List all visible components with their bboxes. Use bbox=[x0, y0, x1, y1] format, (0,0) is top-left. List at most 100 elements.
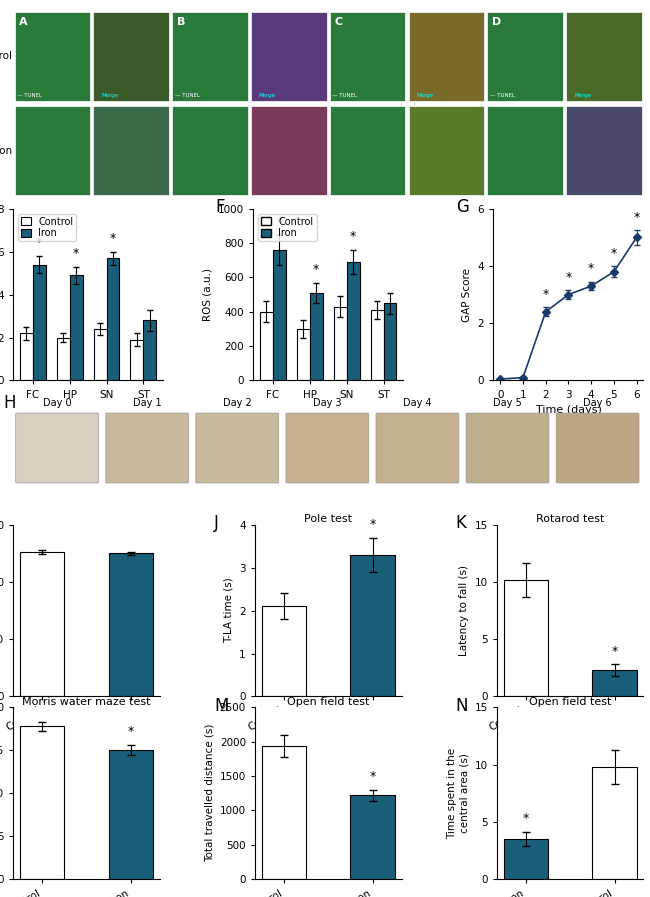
Text: *: * bbox=[313, 263, 319, 275]
Y-axis label: Total travelled distance (s): Total travelled distance (s) bbox=[204, 724, 214, 862]
Text: Merge: Merge bbox=[101, 92, 118, 98]
Bar bbox=[334, 307, 346, 380]
Text: — TUNEL: — TUNEL bbox=[332, 92, 358, 98]
Bar bbox=[592, 767, 637, 879]
Y-axis label: Latency to fall (s): Latency to fall (s) bbox=[459, 565, 469, 656]
Text: Day 3: Day 3 bbox=[313, 398, 342, 408]
Bar bbox=[172, 12, 248, 100]
Text: Day 5: Day 5 bbox=[493, 398, 522, 408]
Text: D: D bbox=[492, 16, 501, 27]
Bar bbox=[592, 670, 637, 696]
Text: A: A bbox=[20, 16, 28, 27]
Bar bbox=[330, 12, 406, 100]
Bar bbox=[488, 12, 563, 100]
Y-axis label: GAP Score: GAP Score bbox=[462, 267, 472, 322]
Text: Merge: Merge bbox=[574, 92, 591, 98]
Bar bbox=[370, 310, 383, 380]
Text: Day 2: Day 2 bbox=[223, 398, 252, 408]
Text: Day 0: Day 0 bbox=[43, 398, 72, 408]
Text: *: * bbox=[110, 231, 116, 245]
Title: Morris water maze test: Morris water maze test bbox=[22, 697, 151, 707]
Text: — TUNEL: — TUNEL bbox=[175, 92, 200, 98]
Y-axis label: T-LA time (s): T-LA time (s) bbox=[224, 578, 234, 643]
Bar bbox=[144, 320, 156, 380]
Bar bbox=[261, 606, 306, 696]
Text: *: * bbox=[276, 214, 283, 228]
Legend: Control, Iron: Control, Iron bbox=[258, 213, 317, 241]
Title: Open field test: Open field test bbox=[287, 697, 369, 707]
Bar bbox=[273, 250, 286, 380]
Bar bbox=[94, 106, 169, 195]
Bar bbox=[310, 293, 322, 380]
Bar bbox=[330, 106, 406, 195]
Y-axis label: ROS (a.u.): ROS (a.u.) bbox=[203, 268, 213, 321]
Bar bbox=[251, 12, 327, 100]
Text: C: C bbox=[335, 16, 343, 27]
Bar bbox=[32, 265, 46, 380]
Text: *: * bbox=[370, 518, 376, 531]
Text: G: G bbox=[456, 198, 469, 216]
Text: — TUNEL: — TUNEL bbox=[17, 92, 42, 98]
Bar bbox=[57, 337, 70, 380]
Text: *: * bbox=[127, 726, 134, 738]
Bar bbox=[20, 334, 32, 380]
Text: *: * bbox=[543, 288, 549, 301]
Text: *: * bbox=[611, 247, 617, 260]
Title: Open field test: Open field test bbox=[529, 697, 612, 707]
Text: *: * bbox=[612, 645, 618, 658]
Bar bbox=[109, 553, 153, 696]
Text: Merge: Merge bbox=[417, 92, 434, 98]
Bar bbox=[20, 727, 64, 879]
Bar bbox=[566, 106, 642, 195]
Bar bbox=[107, 258, 120, 380]
Bar bbox=[94, 12, 169, 100]
Bar bbox=[172, 106, 248, 195]
FancyBboxPatch shape bbox=[466, 414, 549, 483]
Text: Iron: Iron bbox=[0, 145, 12, 156]
Text: J: J bbox=[214, 514, 219, 533]
Bar bbox=[409, 106, 484, 195]
Text: N: N bbox=[456, 697, 468, 715]
Bar bbox=[488, 106, 563, 195]
Text: *: * bbox=[350, 231, 356, 243]
Bar bbox=[297, 329, 310, 380]
Title: Pole test: Pole test bbox=[304, 514, 352, 524]
Bar bbox=[261, 746, 306, 879]
Title: Rotarod test: Rotarod test bbox=[536, 514, 604, 524]
Bar bbox=[131, 340, 144, 380]
Text: Control: Control bbox=[0, 51, 12, 61]
Bar bbox=[346, 262, 359, 380]
Text: H: H bbox=[3, 394, 16, 413]
Bar bbox=[20, 553, 64, 696]
FancyBboxPatch shape bbox=[556, 414, 639, 483]
Bar bbox=[350, 554, 395, 696]
Legend: Control, Iron: Control, Iron bbox=[18, 213, 76, 241]
Bar bbox=[14, 12, 90, 100]
X-axis label: Time (days): Time (days) bbox=[536, 405, 601, 415]
Y-axis label: Time spent in the
central area (s): Time spent in the central area (s) bbox=[447, 747, 469, 839]
Text: *: * bbox=[634, 211, 640, 224]
Text: — TUNEL: — TUNEL bbox=[490, 92, 515, 98]
Bar bbox=[566, 12, 642, 100]
Text: *: * bbox=[36, 236, 42, 249]
Bar bbox=[109, 750, 153, 879]
FancyBboxPatch shape bbox=[196, 414, 279, 483]
Text: *: * bbox=[73, 247, 79, 260]
FancyBboxPatch shape bbox=[286, 414, 369, 483]
Text: Day 4: Day 4 bbox=[403, 398, 432, 408]
Text: *: * bbox=[588, 263, 594, 275]
Text: *: * bbox=[523, 813, 529, 825]
Bar bbox=[504, 579, 548, 696]
FancyBboxPatch shape bbox=[16, 414, 99, 483]
Text: *: * bbox=[566, 271, 571, 284]
Bar bbox=[409, 12, 484, 100]
Bar bbox=[70, 275, 83, 380]
Bar bbox=[504, 839, 548, 879]
Text: M: M bbox=[214, 697, 228, 715]
Bar bbox=[384, 303, 396, 380]
Text: Day 6: Day 6 bbox=[583, 398, 612, 408]
Text: K: K bbox=[456, 514, 467, 533]
Text: B: B bbox=[177, 16, 185, 27]
Bar bbox=[350, 796, 395, 879]
Bar bbox=[251, 106, 327, 195]
